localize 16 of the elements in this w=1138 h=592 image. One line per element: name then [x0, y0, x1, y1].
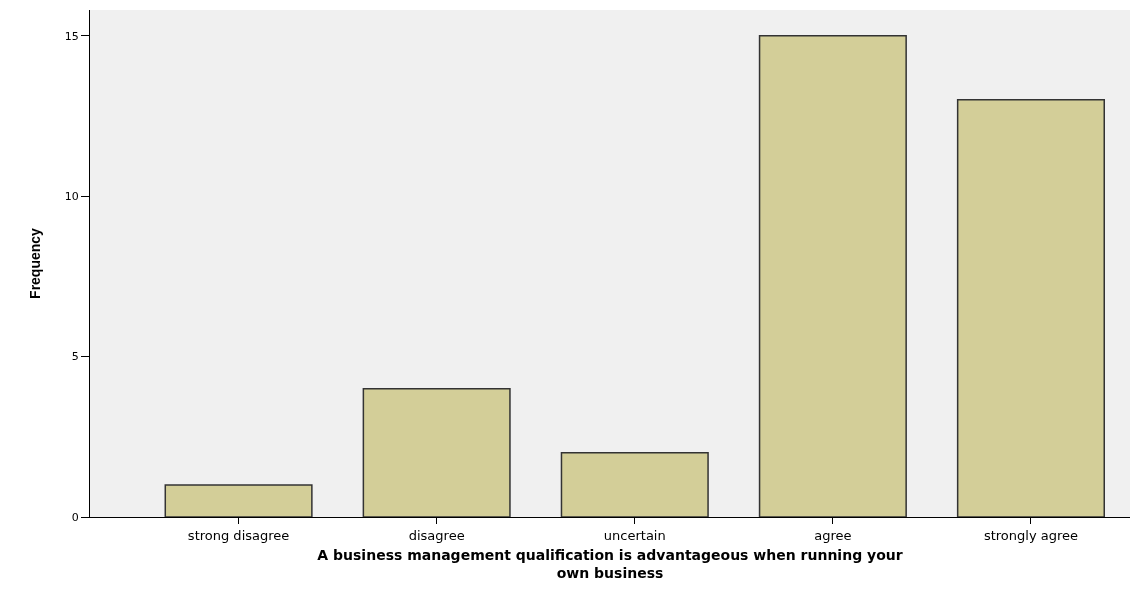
x-axis-title: A business management qualification is advantageous when running your own business	[317, 546, 903, 582]
bar	[164, 484, 313, 517]
bar	[560, 452, 709, 517]
y-tick-label: 5	[71, 350, 79, 364]
x-tick-label: agree	[814, 527, 852, 543]
bar	[362, 387, 511, 517]
x-tick-label: strong disagree	[187, 527, 290, 543]
y-tick-label: 0	[71, 510, 79, 524]
x-tick-label: strongly agree	[983, 527, 1078, 543]
x-tick-label: disagree	[408, 527, 465, 543]
x-tick-label: uncertain	[603, 527, 666, 543]
y-axis-title: Frequency	[27, 227, 44, 299]
y-tick-label: 10	[64, 189, 79, 203]
bar	[956, 99, 1105, 517]
y-tick-label: 15	[64, 29, 79, 43]
bar	[758, 34, 907, 517]
